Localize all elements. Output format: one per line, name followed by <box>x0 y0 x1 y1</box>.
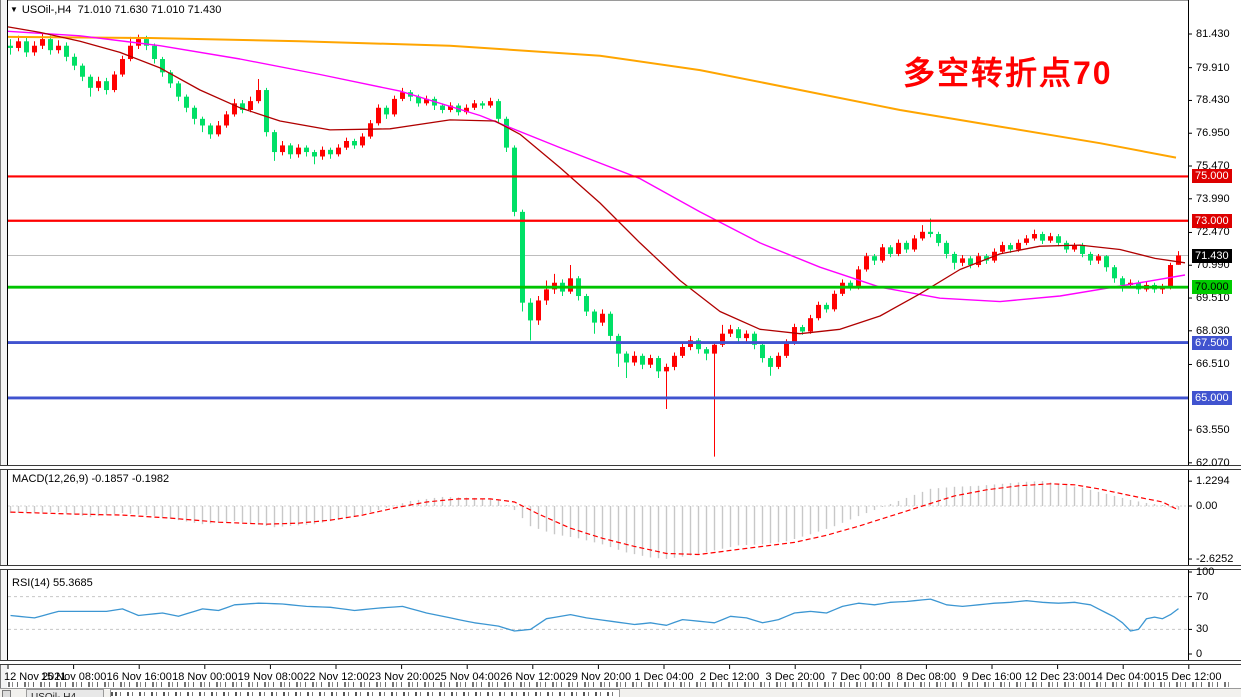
macd-indicator-label: MACD(12,26,9) -0.1857 -0.1982 <box>12 473 170 485</box>
time-axis-label: 22 Nov 12:00 <box>303 671 369 683</box>
price-level-badge: 75.000 <box>1192 169 1232 184</box>
window-icon[interactable] <box>2 690 11 697</box>
time-axis-label: 29 Nov 20:00 <box>565 671 632 683</box>
price-level-badge: 67.500 <box>1192 335 1232 350</box>
time-axis-label: 23 Nov 20:00 <box>368 671 435 683</box>
price-level-badge: 70.000 <box>1192 280 1232 295</box>
price-tick-label: 63.550 <box>1196 424 1230 437</box>
time-axis-label: 16 Nov 16:00 <box>106 671 172 683</box>
macd-axis-label: 1.2294 <box>1196 475 1230 488</box>
price-tick-label: 75.470 <box>1196 160 1230 172</box>
macd-axis-label: -2.6252 <box>1196 553 1234 566</box>
time-axis-label: 2 Dec 12:00 <box>699 671 760 683</box>
ma-slowest-line <box>7 35 1177 159</box>
time-axis-label: 19 Nov 08:00 <box>237 671 304 683</box>
price-tick-label: 79.910 <box>1196 61 1230 74</box>
time-axis-label: 12 Dec 23:00 <box>1024 671 1091 683</box>
price-tick-label: 78.430 <box>1196 94 1230 107</box>
time-axis-label: 15 Dec 12:00 <box>1156 671 1222 683</box>
ma-mid-line <box>7 26 1186 335</box>
price-tick-label: 69.510 <box>1196 292 1230 305</box>
time-axis-label: 25 Nov 04:00 <box>434 671 500 683</box>
symbol-dropdown-icon[interactable]: ▼ <box>10 5 18 14</box>
price-level-badge: 65.000 <box>1192 390 1232 405</box>
time-axis-label: 3 Dec 20:00 <box>765 671 825 683</box>
rsi-axis-label: 0 <box>1196 648 1203 660</box>
price-tick-label: 68.030 <box>1196 324 1230 337</box>
time-axis-label: 12 Nov 2021 <box>4 671 67 683</box>
price-tick-label: 66.510 <box>1196 358 1230 371</box>
chart-tab-usoil[interactable]: USOil-,H4 <box>26 689 104 697</box>
price-level-badge: 73.000 <box>1192 213 1232 228</box>
chart-tabs-strip[interactable]: USOil-,H4 <box>0 688 1241 697</box>
time-axis-label: 14 Dec 04:00 <box>1090 671 1156 683</box>
chart-annotation-text: 多空转折点70 <box>903 55 1113 91</box>
clipped-text-row <box>8 682 1233 687</box>
rsi-indicator-label: RSI(14) 55.3685 <box>12 577 93 589</box>
time-axis-label: 26 Nov 12:00 <box>500 671 566 683</box>
ma-slow-line <box>7 30 1186 303</box>
time-axis-label: 8 Dec 08:00 <box>896 671 957 683</box>
rsi-axis-label: 30 <box>1196 623 1209 636</box>
symbol-period-label: USOil-,H4 <box>21 4 72 16</box>
rsi-axis-label: 70 <box>1196 590 1209 603</box>
price-tick-label: 73.990 <box>1196 192 1230 205</box>
price-tick-label: 62.070 <box>1196 456 1230 469</box>
time-axis-label: 9 Dec 16:00 <box>962 671 1022 683</box>
price-tick-label: 76.950 <box>1196 127 1230 140</box>
price-tick-label: 81.430 <box>1196 28 1230 40</box>
time-axis-label: 18 Nov 00:00 <box>172 671 238 683</box>
macd-axis-label: 0.00 <box>1196 500 1218 512</box>
price-level-badge: 71.430 <box>1192 248 1232 263</box>
ohlc-readout: 71.010 71.630 71.010 71.430 <box>77 4 222 16</box>
rsi-axis-label: 100 <box>1196 566 1215 578</box>
time-axis-label: 7 Dec 00:00 <box>831 671 891 683</box>
chart-title: ▼ USOil-,H4 71.010 71.630 71.010 71.430 <box>10 4 221 16</box>
price-tick-label: 72.470 <box>1196 226 1230 239</box>
time-axis-label: 1 Dec 04:00 <box>634 671 694 683</box>
time-axis-label: 15 Nov 08:00 <box>40 671 107 683</box>
chart-tab-group-clipped[interactable] <box>110 689 620 697</box>
